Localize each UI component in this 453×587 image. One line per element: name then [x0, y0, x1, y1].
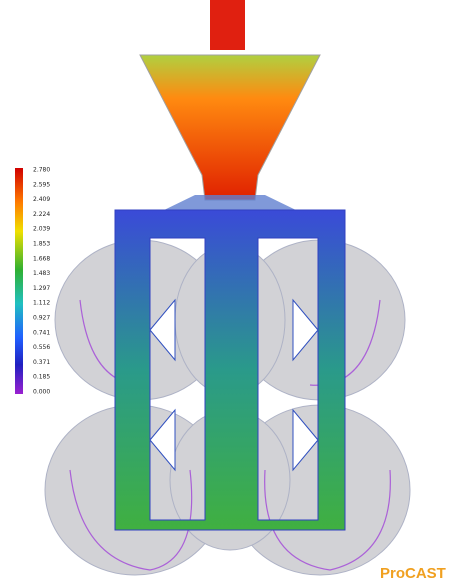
legend-bar [15, 168, 23, 394]
simulation-view: 2.780 2.595 2.409 2.224 2.039 1.853 1.668 1.483… [0, 0, 453, 587]
legend-label: 2.039 [33, 226, 50, 233]
page: {"legend": {"labels": ["2.780", "2.595",… [0, 0, 453, 587]
sprue [210, 0, 245, 50]
legend-label: 1.112 [33, 300, 50, 307]
legend-label: 2.595 [33, 181, 50, 188]
legend-label: 1.668 [33, 255, 50, 262]
brand-logo: ProCAST [380, 565, 446, 582]
funnel [140, 55, 320, 200]
legend-label: 1.297 [33, 285, 50, 292]
legend-label: 0.371 [33, 359, 50, 366]
legend-label: 2.224 [33, 211, 50, 218]
legend-label: 1.853 [33, 241, 50, 248]
legend-label: 0.741 [33, 329, 50, 336]
legend-label: 2.780 [33, 167, 50, 174]
legend-label: 1.483 [33, 270, 50, 277]
legend-label: 0.000 [33, 389, 50, 396]
gate [160, 195, 300, 212]
legend: 2.780 2.595 2.409 2.224 2.039 1.853 1.668 1.483… [33, 167, 50, 396]
legend-label: 0.185 [33, 374, 50, 381]
legend-label: 0.927 [33, 315, 50, 322]
legend-label: 2.409 [33, 196, 50, 203]
legend-label: 0.556 [33, 344, 50, 351]
